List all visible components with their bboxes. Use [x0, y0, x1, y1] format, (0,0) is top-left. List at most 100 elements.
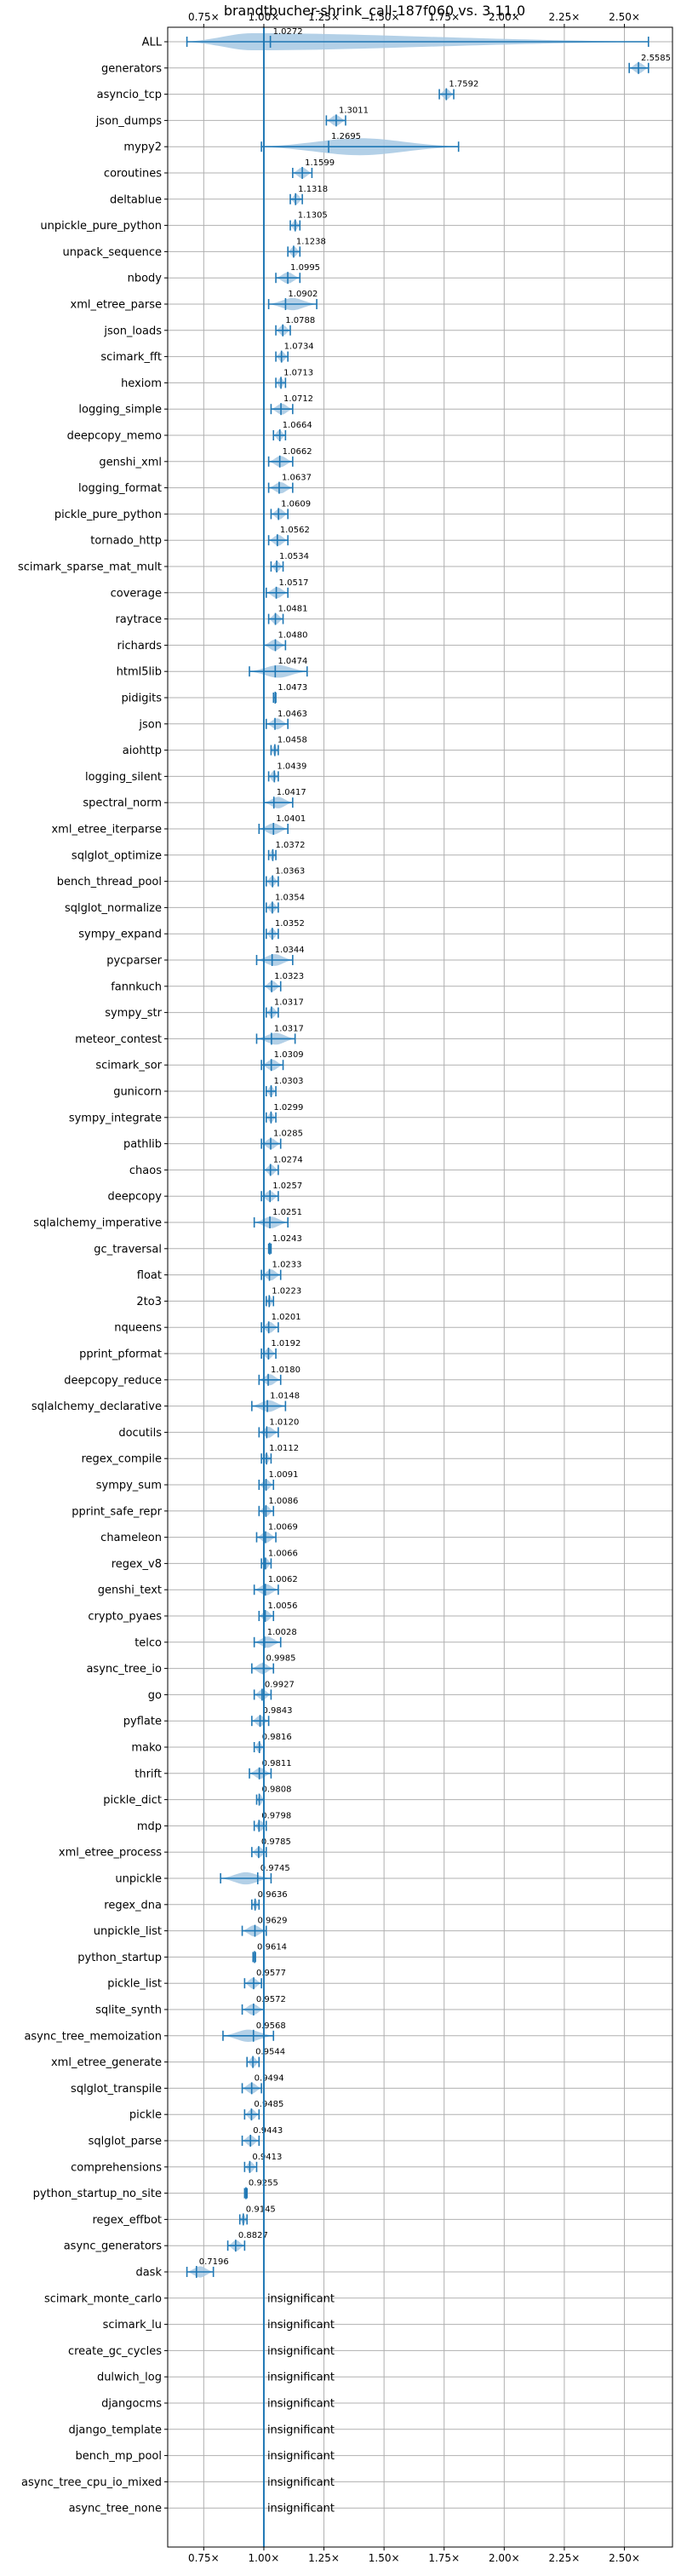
value-label: 1.0062 — [268, 1575, 298, 1584]
value-label: 1.0713 — [283, 368, 313, 377]
benchmark-label: json_dumps — [95, 115, 162, 128]
value-label: 1.0120 — [269, 1417, 299, 1427]
insignificant-label: insignificant — [267, 2398, 335, 2411]
value-label: 1.0323 — [274, 972, 304, 981]
value-label: 0.9785 — [261, 1837, 291, 1847]
benchmark-label: nbody — [128, 273, 163, 285]
value-label: 1.0192 — [271, 1339, 300, 1348]
insignificant-label: insignificant — [267, 2503, 335, 2516]
benchmark-label: richards — [117, 640, 163, 653]
benchmark-label: async_tree_memoization — [24, 2030, 162, 2043]
benchmark-label: sqlglot_normalize — [65, 902, 162, 915]
plot-frame — [167, 26, 673, 2548]
value-label: 1.0243 — [272, 1234, 302, 1244]
value-label: 1.0734 — [284, 342, 314, 352]
benchmark-label: telco — [134, 1636, 162, 1649]
benchmark-label: regex_compile — [81, 1453, 162, 1466]
value-label: 1.0664 — [283, 421, 312, 430]
benchmark-label: html5lib — [117, 666, 162, 679]
benchmark-label: sqlalchemy_declarative — [31, 1400, 162, 1413]
benchmark-label: xml_etree_parse — [71, 299, 162, 312]
value-label: 1.0562 — [280, 526, 310, 535]
insignificant-label: insignificant — [267, 2450, 335, 2463]
value-label: 1.0417 — [277, 788, 306, 797]
benchmark-label: async_tree_io — [86, 1663, 162, 1676]
benchmark-label: genshi_text — [98, 1584, 162, 1597]
value-label: 1.3011 — [339, 106, 369, 115]
value-label: 1.0086 — [268, 1497, 298, 1506]
value-label: 1.0317 — [274, 998, 304, 1008]
value-label: 0.8827 — [238, 2231, 268, 2240]
benchmark-label: fannkuch — [111, 980, 162, 993]
benchmark-label: 2to3 — [136, 1296, 162, 1308]
value-label: 1.0458 — [278, 736, 307, 745]
value-label: 0.9485 — [254, 2100, 283, 2109]
insignificant-label: insignificant — [267, 2372, 335, 2384]
benchmark-label: unpack_sequence — [62, 246, 162, 259]
value-label: 1.0788 — [285, 316, 315, 325]
insignificant-label: insignificant — [267, 2476, 335, 2489]
benchmark-label: async_tree_none — [69, 2503, 162, 2516]
value-label: 1.0251 — [272, 1208, 302, 1217]
benchmark-label: pickle_dict — [103, 1794, 162, 1807]
x-tick-label-top: 1.25× — [308, 11, 340, 23]
benchmark-label: unpickle_list — [94, 1925, 162, 1938]
value-label: 1.0401 — [276, 814, 306, 824]
value-label: 1.0902 — [288, 290, 318, 299]
value-label: 1.0481 — [278, 605, 308, 614]
benchmark-label: raytrace — [115, 613, 162, 626]
benchmark-label: python_startup — [77, 1952, 162, 1964]
benchmark-label: scimark_sor — [95, 1060, 162, 1072]
benchmark-label: bench_thread_pool — [57, 876, 162, 888]
value-label: 0.9808 — [262, 1785, 292, 1795]
x-tick-label-top: 2.50× — [609, 11, 640, 23]
benchmark-label: bench_mp_pool — [75, 2450, 162, 2463]
x-tick-label-top: 1.00× — [249, 11, 280, 23]
value-label: 1.0091 — [269, 1470, 299, 1480]
benchmark-label: regex_v8 — [112, 1558, 162, 1571]
benchmark-label: crypto_pyaes — [88, 1611, 162, 1624]
benchmark-label: logging_silent — [85, 771, 162, 784]
value-label: 1.0372 — [275, 841, 305, 850]
benchmark-label: python_startup_no_site — [33, 2188, 162, 2200]
benchmark-label: xml_etree_generate — [51, 2056, 162, 2069]
benchmark-label: pyflate — [123, 1716, 162, 1728]
benchmark-label: dulwich_log — [97, 2372, 162, 2384]
benchmark-label: hexiom — [121, 377, 162, 390]
value-label: 1.0233 — [272, 1261, 302, 1270]
x-tick-label-bottom: 1.75× — [428, 2552, 460, 2564]
data-marks: 1.0272 2.5585 1.7592 1.3011 1.2695 1.1599 1.13… — [186, 27, 671, 2547]
value-label: 0.9629 — [257, 1917, 287, 1926]
benchmark-label: deltablue — [110, 193, 162, 206]
benchmark-label: sqlglot_optimize — [72, 849, 162, 862]
benchmark-label: scimark_monte_carlo — [44, 2292, 162, 2305]
value-label: 1.0309 — [274, 1050, 304, 1060]
benchmark-label: generators — [101, 62, 162, 75]
benchmark-label: scimark_sparse_mat_mult — [18, 561, 162, 574]
value-label: 1.0439 — [277, 762, 306, 771]
value-label: 1.0463 — [278, 710, 307, 719]
benchmark-label: pycparser — [106, 955, 162, 968]
benchmark-label: asyncio_tcp — [97, 89, 162, 101]
value-label: 1.0303 — [274, 1077, 304, 1086]
value-label: 0.7196 — [199, 2257, 229, 2267]
benchmark-label: sympy_expand — [78, 929, 162, 941]
x-tick-label-bottom: 2.50× — [609, 2552, 640, 2564]
value-label: 1.0257 — [272, 1182, 302, 1191]
value-label: 1.0028 — [267, 1628, 297, 1637]
value-label: 1.7592 — [449, 80, 478, 89]
benchmark-label: pidigits — [122, 693, 163, 705]
value-label: 1.0285 — [273, 1130, 303, 1139]
benchmark-label: logging_format — [78, 482, 162, 495]
x-tick-label-top: 1.75× — [428, 11, 460, 23]
x-tick-label-bottom: 1.25× — [308, 2552, 340, 2564]
benchmark-label: pickle_pure_python — [54, 509, 162, 521]
insignificant-label: insignificant — [267, 2345, 335, 2358]
benchmark-label: djangocms — [101, 2398, 162, 2411]
value-label: 0.9843 — [263, 1706, 293, 1716]
benchmark-label: gc_traversal — [94, 1243, 162, 1256]
benchmark-label: sympy_integrate — [69, 1112, 162, 1124]
value-label: 1.0274 — [273, 1155, 303, 1164]
benchmark-label: nqueens — [114, 1322, 162, 1335]
